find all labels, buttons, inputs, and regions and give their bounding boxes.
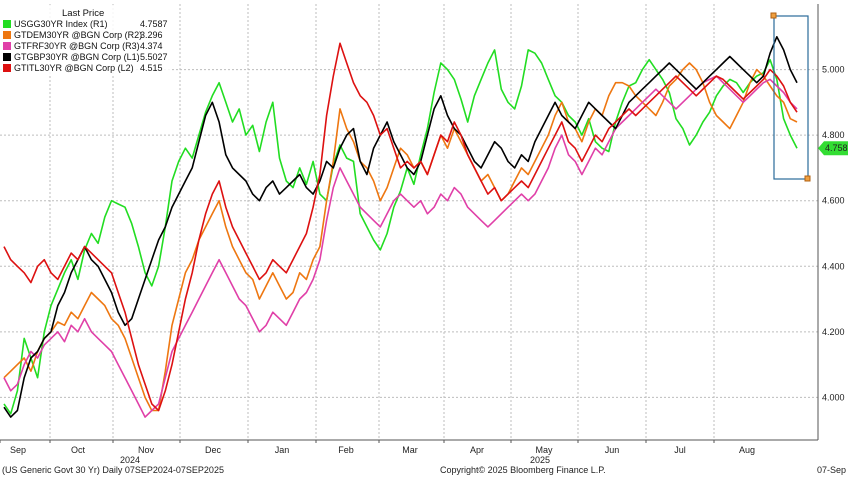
right-axis: 4.000 4.200 4.400 4.600 4.800 5.000 bbox=[817, 4, 845, 440]
month-tick-label: May bbox=[535, 445, 553, 455]
highlight-box-handle bbox=[804, 175, 811, 182]
legend-header: Last Price bbox=[62, 8, 104, 19]
right-tick-label: 4.400 bbox=[822, 261, 845, 271]
legend-value: 4.515 bbox=[140, 63, 163, 73]
bottom-axis: Sep Oct Nov Dec Jan Feb Mar Apr May Jun Jul Aug 2024… bbox=[0, 439, 818, 465]
month-tick-label: Apr bbox=[470, 445, 484, 455]
legend-label: USGG30YR Index (R1) bbox=[14, 19, 108, 29]
right-tick-label: 4.800 bbox=[822, 130, 845, 140]
highlight-box bbox=[773, 15, 809, 180]
month-tick-label: Jun bbox=[605, 445, 620, 455]
series-line-1 bbox=[3, 49, 798, 415]
grid-lines bbox=[0, 4, 818, 440]
series-line-4 bbox=[3, 35, 798, 418]
year-tick-label: 2024 bbox=[120, 455, 140, 465]
footer-right: 07-Sep bbox=[817, 465, 846, 475]
legend-swatch bbox=[3, 20, 11, 28]
legend-value: 4.374 bbox=[140, 41, 163, 51]
month-tick-label: Nov bbox=[138, 445, 155, 455]
last-value-label: 4.758 bbox=[825, 143, 848, 153]
legend-swatch bbox=[3, 64, 11, 72]
right-tick-label: 4.000 bbox=[822, 392, 845, 402]
footer-left: (US Generic Govt 30 Yr) Daily 07SEP2024-… bbox=[2, 465, 224, 475]
last-value-marker bbox=[818, 141, 848, 156]
legend-swatch bbox=[3, 31, 11, 39]
legend-label: GTGBP30YR @BGN Corp (L1) bbox=[14, 52, 140, 62]
legend-background bbox=[0, 5, 170, 75]
month-tick-label: Dec bbox=[205, 445, 222, 455]
legend-label: GTFRF30YR @BGN Corp (R3) bbox=[14, 41, 140, 51]
month-tick-label: Jan bbox=[275, 445, 290, 455]
legend-swatch bbox=[3, 53, 11, 61]
series-line-3 bbox=[3, 75, 798, 418]
year-tick-label: 2025 bbox=[530, 455, 550, 465]
month-tick-label: Feb bbox=[338, 445, 354, 455]
month-tick-label: Aug bbox=[739, 445, 755, 455]
legend-swatch bbox=[3, 42, 11, 50]
legend-value: 5.5027 bbox=[140, 52, 168, 62]
month-tick-label: Sep bbox=[10, 445, 26, 455]
legend-value: 4.7587 bbox=[140, 19, 168, 29]
legend-value: 3.296 bbox=[140, 30, 163, 40]
footer-center: Copyright© 2025 Bloomberg Finance L.P. bbox=[440, 465, 606, 475]
month-tick-label: Jul bbox=[674, 445, 686, 455]
month-tick-label: Mar bbox=[402, 445, 418, 455]
right-tick-label: 4.200 bbox=[822, 327, 845, 337]
annotations: 4.758 bbox=[770, 12, 848, 182]
footer: (US Generic Govt 30 Yr) Daily 07SEP2024-… bbox=[2, 465, 846, 475]
highlight-box-handle bbox=[770, 12, 777, 19]
series-layer bbox=[3, 35, 798, 418]
right-tick-label: 4.600 bbox=[822, 196, 845, 206]
series-line-5 bbox=[3, 42, 798, 412]
month-tick-label: Oct bbox=[71, 445, 86, 455]
legend-label: GTDEM30YR @BGN Corp (R2) bbox=[14, 30, 142, 40]
right-tick-label: 5.000 bbox=[822, 65, 845, 75]
legend-label: GTITL30YR @BGN Corp (L2) bbox=[14, 63, 134, 73]
